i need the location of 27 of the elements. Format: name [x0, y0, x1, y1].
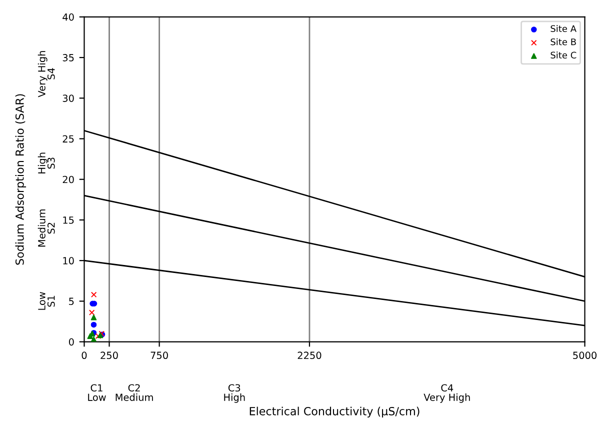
x-tick-label: 0: [82, 352, 87, 360]
x-tick-label: 2250: [298, 352, 322, 360]
y-tick-label: 25: [62, 135, 74, 143]
x-tick-label: 250: [100, 352, 118, 360]
y-tick-label: 0: [68, 338, 74, 346]
text: C2 Medium: [116, 384, 153, 401]
text: C4 Very High: [424, 384, 470, 403]
y-tick-label: 15: [63, 216, 74, 224]
text: Medium S2: [38, 209, 55, 247]
text: C3 High: [224, 384, 245, 403]
y-axis-title: Sodium Adsorption Ratio (SAR): [15, 94, 26, 265]
y-tick-label: 20: [62, 176, 74, 184]
text: Very High S4: [38, 51, 55, 98]
legend-label: Site B: [550, 38, 576, 46]
y-tick-label: 30: [62, 94, 74, 102]
x-tick-label: 5000: [573, 352, 597, 360]
legend-label: Site A: [550, 25, 576, 32]
y-tick-label: 35: [62, 54, 74, 62]
y-tick-label: 5: [69, 298, 74, 306]
legend-label: Site C: [550, 52, 576, 59]
y-tick-label: 40: [62, 13, 74, 21]
x-tick-label: 750: [150, 352, 168, 360]
text: Low S1: [38, 292, 55, 310]
text: C1 Low: [88, 384, 106, 401]
text: High S3: [38, 152, 55, 174]
y-tick-label: 10: [63, 257, 74, 264]
x-axis-title: Electrical Conductivity (μS/cm): [250, 406, 420, 418]
